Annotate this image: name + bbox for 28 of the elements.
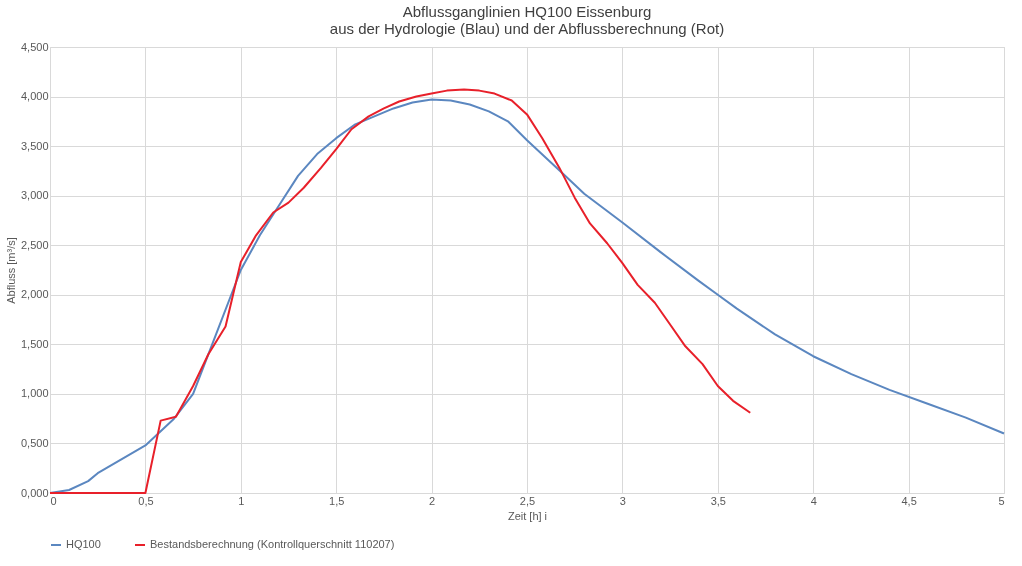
text: aus der Hydrologie (Blau) und der Abflussberechnung (Rot) [329, 20, 725, 37]
x-tick-label: 3,5 [710, 494, 726, 507]
y-tick-label: 2,500 [20, 238, 49, 251]
text: Abflussganglinien HQ100 Eissenburg [402, 3, 652, 20]
y-tick-label: 1,000 [20, 387, 49, 400]
y-tick-label: 3,000 [20, 189, 49, 202]
y-tick-label: 2,000 [20, 288, 49, 301]
y-tick-label: 4,500 [20, 40, 49, 53]
y-tick-label: 4,000 [20, 90, 49, 103]
y-tick-label: 0,000 [20, 486, 49, 499]
x-axis-title: Zeit [h] i [507, 509, 548, 522]
x-tick-label: 1 [238, 494, 245, 507]
y-tick-label: 1,500 [20, 337, 49, 350]
x-tick-label: 5 [998, 494, 1005, 507]
y-tick-label: 3,500 [20, 139, 49, 152]
x-tick-label: 4,5 [901, 494, 917, 507]
x-tick-label: 0 [50, 494, 57, 507]
y-tick-label: 0,500 [20, 436, 49, 449]
x-tick-label: 2 [429, 494, 436, 507]
x-tick-label: 2,5 [519, 494, 536, 507]
legend-label: HQ100 [66, 538, 101, 550]
x-tick-label: 3 [619, 494, 626, 507]
y-axis-title: Abfluss [m³/s] [4, 237, 17, 304]
x-tick-label: 4 [810, 494, 817, 507]
line-series [49, 88, 752, 494]
x-tick-label: 0,5 [138, 494, 154, 507]
legend-label: Bestandsberechnung (Kontrollquerschnitt 110207) [150, 538, 395, 550]
x-tick-label: 1,5 [329, 494, 345, 507]
